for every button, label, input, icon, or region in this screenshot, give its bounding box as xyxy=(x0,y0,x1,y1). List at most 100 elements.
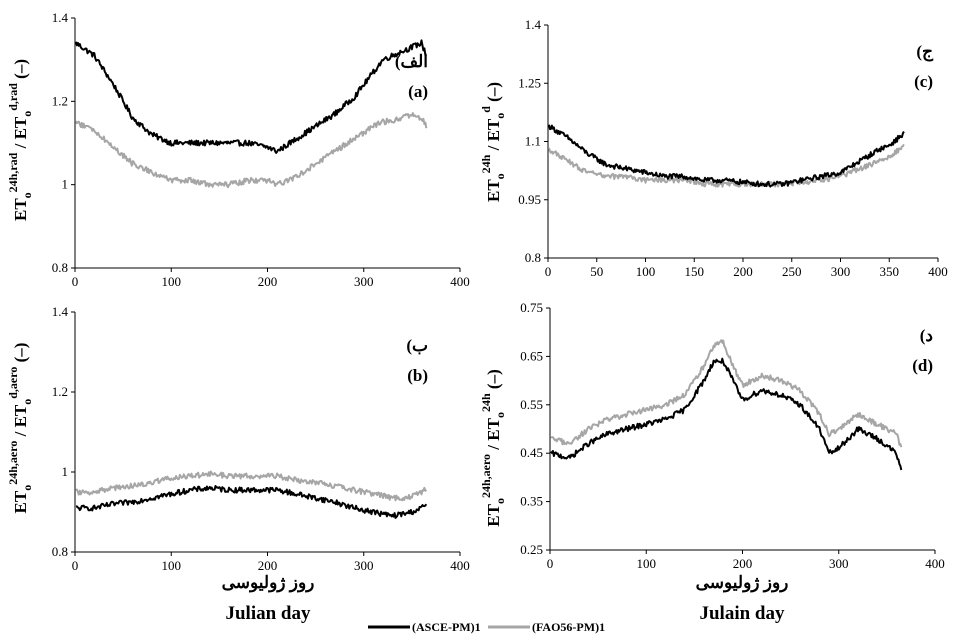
series-line-fao-c xyxy=(548,143,905,188)
y-tick-label: 1.25 xyxy=(518,75,541,90)
ylabel-a-base: ET xyxy=(11,198,30,221)
y-tick-label: 0.8 xyxy=(52,544,68,559)
ylabel-b-sup1: 24h,aero xyxy=(6,441,20,485)
ylabel-b-mid: / ET xyxy=(11,404,30,441)
ylabel-b-sup2: d,aero xyxy=(6,367,20,399)
x-tick-label: 300 xyxy=(831,264,851,279)
panel-c-label-fa: (ج xyxy=(916,42,934,62)
ylabel-b-base: ET xyxy=(11,490,30,513)
y-tick-label: 0.65 xyxy=(520,348,543,363)
ylabel-d-sub1: o xyxy=(493,498,507,504)
y-tick-label: 1.4 xyxy=(52,10,69,25)
panel-d-xlabel-en: Julain day xyxy=(699,603,785,624)
ylabel-c-mid: / ET xyxy=(484,118,503,155)
ylabel-d-sup1: 24h,aero xyxy=(479,454,493,498)
y-tick-label: 1 xyxy=(62,177,69,192)
x-tick-label: 200 xyxy=(258,274,278,289)
x-tick-label: 100 xyxy=(636,264,656,279)
x-tick-label: 300 xyxy=(829,556,849,571)
x-tick-label: 300 xyxy=(354,558,374,573)
y-tick-label: 1.2 xyxy=(52,384,68,399)
x-tick-label: 100 xyxy=(637,556,657,571)
y-tick-label: 0.8 xyxy=(52,260,68,275)
y-tick-label: 0.95 xyxy=(518,192,541,207)
x-tick-label: 0 xyxy=(72,558,79,573)
x-tick-label: 0 xyxy=(72,274,79,289)
panel-a-label-en: (a) xyxy=(408,82,428,101)
x-tick-label: 400 xyxy=(450,274,470,289)
ylabel-c-sup1: 24h xyxy=(479,154,493,173)
panel-c: ETo24h / ETod (–) (ج (c) 0.80.951.11.251… xyxy=(479,17,948,279)
y-tick-label: 1.2 xyxy=(52,93,68,108)
x-tick-label: 0 xyxy=(545,264,552,279)
x-tick-label: 400 xyxy=(450,558,470,573)
ylabel-c-unit: (–) xyxy=(484,82,503,106)
ylabel-b-sub1: o xyxy=(20,485,34,491)
panel-c-label-en: (c) xyxy=(914,72,933,91)
panel-d-ylabel: ETo24h,aero / ETo24h (–) xyxy=(479,369,507,526)
x-tick-label: 200 xyxy=(733,556,753,571)
ylabel-c-sub1: o xyxy=(493,173,507,179)
panel-c-ylabel: ETo24h / ETod (–) xyxy=(479,82,507,202)
x-tick-label: 300 xyxy=(354,274,374,289)
x-tick-label: 50 xyxy=(590,264,603,279)
panel-a: ETo24h,rad / ETod,rad (–) (الف (a) 0.811… xyxy=(6,10,470,289)
svg-text:ETo24h,aero / ETod,aero (–): ETo24h,aero / ETod,aero (–) xyxy=(6,343,34,514)
y-tick-label: 1 xyxy=(62,464,69,479)
ylabel-a-sup1: 24h,rad xyxy=(6,152,20,192)
x-tick-label: 250 xyxy=(782,264,802,279)
x-tick-label: 200 xyxy=(733,264,753,279)
ylabel-c-sub2: o xyxy=(493,113,507,119)
ylabel-a-mid: / ET xyxy=(11,116,30,153)
panel-d-label-fa: (د xyxy=(920,326,933,345)
panel-b-ylabel: ETo24h,aero / ETod,aero (–) xyxy=(6,343,34,514)
ylabel-b-sub2: o xyxy=(20,399,34,405)
svg-text:ETo24h,rad / ETod,rad (–): ETo24h,rad / ETod,rad (–) xyxy=(6,59,34,221)
ylabel-a-sup2: d,rad xyxy=(6,83,20,111)
series-line-asce-d xyxy=(550,357,903,471)
series-line-asce-c xyxy=(548,124,905,188)
y-tick-label: 0.8 xyxy=(525,250,541,265)
panel-b-label-en: (b) xyxy=(407,366,428,385)
panel-a-label-fa: (الف xyxy=(395,52,428,71)
y-tick-label: 0.35 xyxy=(520,494,543,509)
panel-b-xlabel-fa: روز ژولیوسی xyxy=(222,573,315,593)
y-tick-label: 0.55 xyxy=(520,397,543,412)
ylabel-d-sub2: o xyxy=(493,412,507,418)
y-tick-label: 1.4 xyxy=(52,304,69,319)
ylabel-a-unit: (–) xyxy=(11,59,30,83)
ylabel-d-base: ET xyxy=(484,503,503,526)
series-line-fao-d xyxy=(550,339,903,448)
y-tick-label: 0.45 xyxy=(520,445,543,460)
ylabel-c-sup2: d xyxy=(479,106,493,113)
panel-b-xlabel-en: Julian day xyxy=(225,603,311,624)
x-tick-label: 200 xyxy=(258,558,278,573)
x-tick-label: 350 xyxy=(880,264,900,279)
panel-b-label-fa: (ب xyxy=(406,336,428,355)
ylabel-a-sub1: o xyxy=(20,192,34,198)
x-tick-label: 100 xyxy=(162,558,182,573)
ylabel-c-base: ET xyxy=(484,179,503,202)
ylabel-d-unit: (–) xyxy=(484,369,503,393)
series-line-asce-b xyxy=(75,485,428,519)
panel-d: ETo24h,aero / ETo24h (–) (د (d) روز ژولی… xyxy=(479,300,945,624)
series-line-asce-a xyxy=(75,39,427,154)
x-tick-label: 400 xyxy=(925,556,945,571)
svg-text:ETo24h / ETod (–): ETo24h / ETod (–) xyxy=(479,82,507,202)
ylabel-a-sub2: o xyxy=(20,111,34,117)
legend: (ASCE-PM)1 (FAO56-PM)1 xyxy=(368,620,605,634)
x-tick-label: 0 xyxy=(547,556,554,571)
panel-b: ETo24h,aero / ETod,aero (–) (ب (b) روز ژ… xyxy=(6,304,470,624)
panel-d-label-en: (d) xyxy=(912,356,933,375)
y-tick-label: 1.1 xyxy=(525,134,541,149)
x-tick-label: 100 xyxy=(162,274,182,289)
series-line-fao-a xyxy=(75,112,428,189)
legend-label-fao: (FAO56-PM)1 xyxy=(532,620,605,634)
y-tick-label: 1.4 xyxy=(525,17,542,32)
y-tick-label: 0.25 xyxy=(520,542,543,557)
ylabel-d-sup2: 24h xyxy=(479,393,493,412)
y-tick-label: 0.75 xyxy=(520,300,543,315)
svg-text:ETo24h,aero / ETo24h (–): ETo24h,aero / ETo24h (–) xyxy=(479,369,507,526)
ylabel-b-unit: (–) xyxy=(11,343,30,367)
